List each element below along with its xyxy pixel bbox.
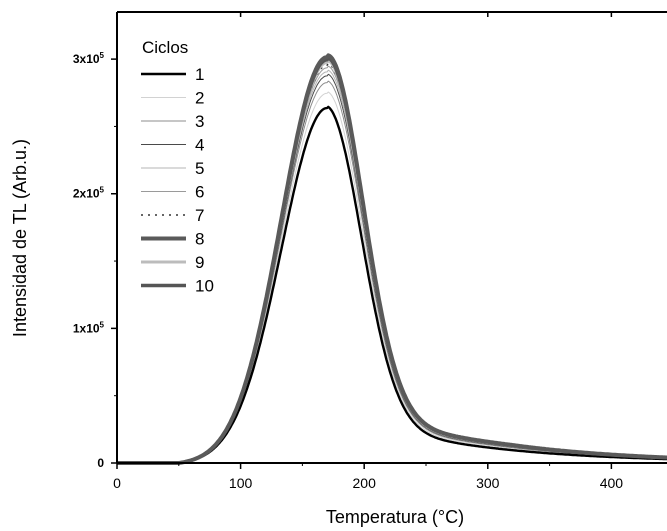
- series-line-8: [116, 53, 667, 465]
- legend-label-8: 8: [195, 230, 204, 249]
- x-tick-label: 300: [476, 475, 500, 491]
- axis-ticks: 0 100 200 300 400 0 1x105 2x105 3x105: [73, 12, 623, 491]
- legend-label-4: 4: [195, 136, 204, 155]
- legend-title: Ciclos: [142, 38, 188, 57]
- x-tick-label: 0: [113, 475, 121, 491]
- x-axis-label: Temperatura (°C): [326, 507, 464, 527]
- legend-label-1: 1: [195, 65, 204, 84]
- legend-label-7: 7: [195, 206, 204, 225]
- legend-label-9: 9: [195, 253, 204, 272]
- legend-label-3: 3: [195, 112, 204, 131]
- legend-label-10: 10: [195, 277, 214, 296]
- y-tick-label: 1x105: [73, 320, 105, 335]
- curves-layer: [116, 53, 667, 465]
- x-tick-label: 200: [353, 475, 377, 491]
- x-tick-label: 400: [600, 475, 624, 491]
- legend: Ciclos 1 2 3 4 5 6 7 8 9 10: [141, 38, 214, 296]
- legend-label-5: 5: [195, 159, 204, 178]
- legend-label-2: 2: [195, 89, 204, 108]
- plot-frame: [116, 11, 667, 464]
- y-tick-label: 0: [97, 456, 104, 470]
- legend-label-6: 6: [195, 183, 204, 202]
- y-tick-label: 3x105: [73, 51, 105, 66]
- y-axis-label: Intensidad de TL (Arb.u.): [10, 139, 30, 337]
- x-tick-label: 100: [229, 475, 253, 491]
- y-tick-label: 2x105: [73, 186, 105, 201]
